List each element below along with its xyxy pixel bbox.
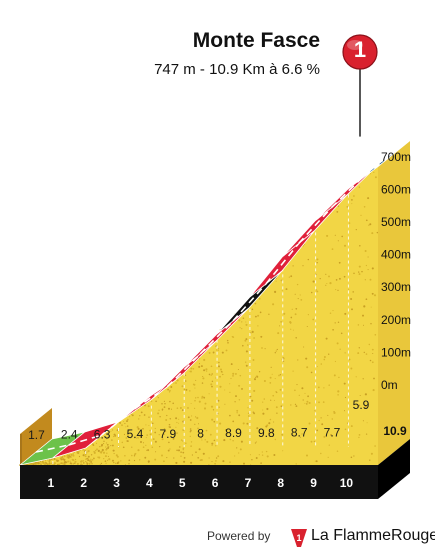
road-center-line bbox=[363, 152, 395, 177]
km-tick-label: 7 bbox=[245, 476, 252, 490]
km-tick-label: 4 bbox=[146, 476, 153, 490]
gradient-label: 8.9 bbox=[225, 426, 242, 440]
road-center-line bbox=[298, 206, 333, 244]
elevation-tick-label: 100m bbox=[381, 345, 411, 359]
profile-left-edge bbox=[20, 434, 22, 465]
km-tick-label: 9 bbox=[310, 476, 317, 490]
svg-text:1: 1 bbox=[296, 533, 301, 543]
elevation-tick-label: 500m bbox=[381, 215, 411, 229]
km-tick-label: 3 bbox=[113, 476, 120, 490]
climb-stats: 747 m - 10.9 Km à 6.6 % bbox=[154, 61, 320, 78]
gradient-label: 5.4 bbox=[127, 427, 144, 441]
gradient-label: 1.7 bbox=[28, 428, 45, 442]
road-center-line bbox=[166, 353, 201, 388]
gradient-label: 6.3 bbox=[94, 427, 111, 441]
km-tick-label: 6 bbox=[212, 476, 219, 490]
profile-texture bbox=[19, 171, 379, 466]
total-distance-label: 10.9 bbox=[383, 424, 407, 438]
gradient-label: 7.9 bbox=[159, 427, 176, 441]
gradient-label: 8 bbox=[197, 427, 204, 441]
gradient-label: 7.7 bbox=[324, 425, 341, 439]
road-center-line bbox=[199, 320, 234, 355]
profile-base-band bbox=[20, 465, 378, 499]
km-tick-label: 2 bbox=[80, 476, 87, 490]
badge-highlight bbox=[347, 40, 363, 50]
profile-base-end bbox=[378, 439, 410, 499]
gradient-label: 8.7 bbox=[291, 426, 308, 440]
elevation-tick-label: 400m bbox=[381, 248, 411, 262]
road-center-line bbox=[68, 434, 102, 446]
gradient-label: 5.9 bbox=[353, 398, 370, 412]
elevation-tick-label: 200m bbox=[381, 313, 411, 327]
road-center-line bbox=[134, 385, 168, 410]
road-center-line bbox=[35, 444, 70, 453]
elevation-tick-label: 0m bbox=[381, 378, 398, 392]
km-tick-label: 5 bbox=[179, 476, 186, 490]
km-tick-label: 10 bbox=[340, 476, 354, 490]
climb-title: Monte Fasce bbox=[192, 29, 320, 52]
profile-right-face bbox=[378, 140, 410, 466]
powered-by-label: Powered by bbox=[207, 529, 271, 543]
profile-side-face bbox=[20, 166, 378, 466]
road-center-line bbox=[232, 283, 267, 322]
gradient-label: 2.4 bbox=[61, 428, 78, 442]
road-center-line bbox=[265, 242, 300, 285]
km-tick-label: 1 bbox=[48, 476, 55, 490]
climb-badge-icon bbox=[342, 34, 378, 70]
elevation-tick-label: 600m bbox=[381, 182, 411, 196]
road-center-line bbox=[101, 408, 136, 436]
km-tick-label: 8 bbox=[277, 476, 284, 490]
brand-name: La FlammeRouge bbox=[311, 527, 435, 544]
elevation-tick-label: 300m bbox=[381, 280, 411, 294]
flame-rouge-logo-icon: 1 bbox=[291, 529, 307, 547]
climb-badge-number: 1 bbox=[353, 37, 367, 62]
elevation-tick-label: 700m bbox=[381, 150, 411, 164]
gradient-label: 9.8 bbox=[258, 426, 275, 440]
